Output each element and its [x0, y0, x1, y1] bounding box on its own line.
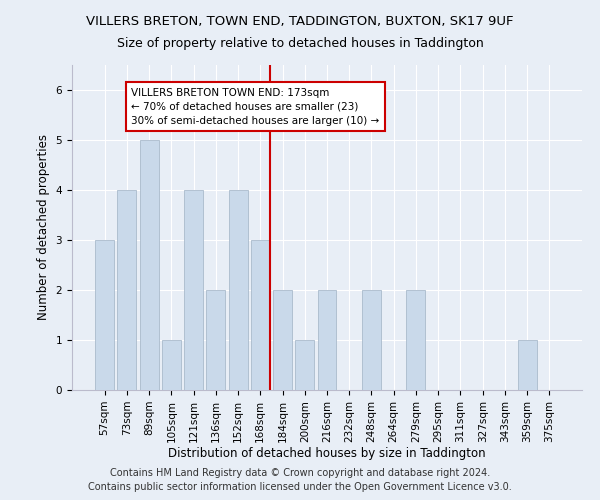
X-axis label: Distribution of detached houses by size in Taddington: Distribution of detached houses by size …	[168, 448, 486, 460]
Bar	[162, 340, 181, 390]
Bar	[518, 340, 536, 390]
Bar	[317, 290, 337, 390]
Bar	[295, 340, 314, 390]
Bar	[184, 190, 203, 390]
Text: Contains HM Land Registry data © Crown copyright and database right 2024.
Contai: Contains HM Land Registry data © Crown c…	[88, 468, 512, 492]
Bar	[362, 290, 381, 390]
Bar	[406, 290, 425, 390]
Bar	[206, 290, 225, 390]
Bar	[251, 240, 270, 390]
Bar	[118, 190, 136, 390]
Bar	[95, 240, 114, 390]
Text: VILLERS BRETON, TOWN END, TADDINGTON, BUXTON, SK17 9UF: VILLERS BRETON, TOWN END, TADDINGTON, BU…	[86, 15, 514, 28]
Bar	[229, 190, 248, 390]
Text: Size of property relative to detached houses in Taddington: Size of property relative to detached ho…	[116, 38, 484, 51]
Y-axis label: Number of detached properties: Number of detached properties	[37, 134, 50, 320]
Bar	[273, 290, 292, 390]
Text: VILLERS BRETON TOWN END: 173sqm
← 70% of detached houses are smaller (23)
30% of: VILLERS BRETON TOWN END: 173sqm ← 70% of…	[131, 88, 380, 126]
Bar	[140, 140, 158, 390]
